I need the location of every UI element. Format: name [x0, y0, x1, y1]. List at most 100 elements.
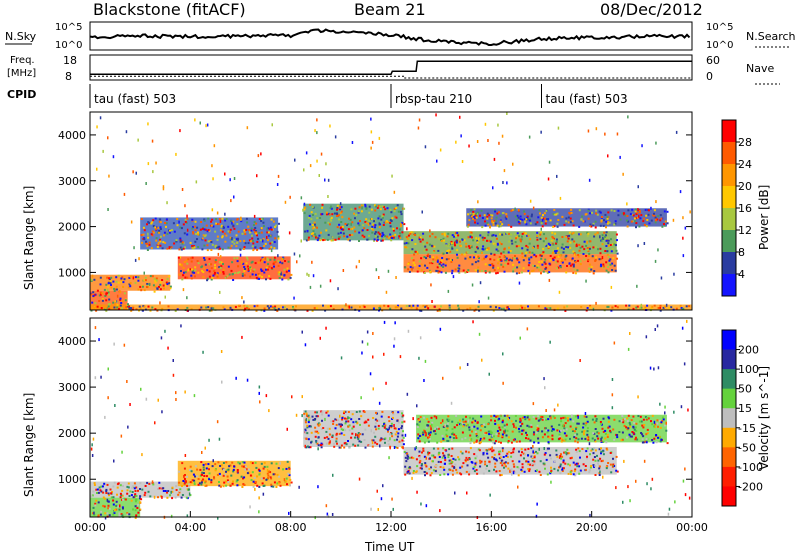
scatter-cell: [156, 245, 159, 248]
scatter-cell: [558, 433, 561, 436]
scatter-cell: [284, 480, 287, 483]
scatter-cell: [684, 467, 686, 471]
scatter-cell: [449, 259, 452, 262]
scatter-cell: [483, 437, 486, 440]
scatter-cell: [432, 454, 435, 457]
scatter-cell: [316, 159, 318, 163]
scatter-cell: [657, 248, 659, 252]
scatter-cell: [595, 301, 597, 305]
scatter-cell: [142, 305, 145, 308]
scatter-cell: [545, 427, 547, 430]
scatter-cell: [451, 269, 454, 272]
scatter-cell: [573, 240, 576, 243]
scatter-cell: [118, 308, 120, 310]
scatter-cell: [448, 306, 451, 309]
scatter-cell: [634, 426, 637, 429]
scatter-cell: [431, 454, 434, 457]
scatter-cell: [497, 266, 499, 269]
scatter-cell: [574, 463, 577, 466]
scatter-cell: [460, 134, 462, 138]
colorbar-tick-label: -50: [738, 441, 756, 454]
scatter-cell: [314, 516, 316, 520]
scatter-cell: [522, 452, 525, 455]
scatter-cell: [387, 305, 390, 308]
scatter-cell: [454, 463, 457, 466]
scatter-cell: [588, 442, 591, 446]
scatter-cell: [506, 181, 508, 185]
scatter-cell: [685, 305, 688, 308]
scatter-cell: [179, 488, 182, 491]
scatter-cell: [537, 427, 540, 430]
scatter-cell: [220, 261, 223, 264]
scatter-cell: [499, 474, 502, 477]
scatter-cell: [167, 305, 170, 308]
scatter-cell: [509, 258, 512, 261]
scatter-cell: [290, 481, 293, 484]
scatter-cell: [547, 247, 550, 249]
scatter-cell: [540, 227, 542, 231]
scatter-cell: [495, 415, 498, 418]
scatter-cell: [311, 260, 313, 264]
scatter-cell: [210, 307, 213, 310]
scatter-cell: [350, 436, 353, 439]
scatter-cell: [387, 443, 390, 446]
scatter-cell: [186, 228, 189, 232]
scatter-cell: [266, 305, 269, 308]
scatter-cell: [666, 210, 669, 213]
scatter-cell: [132, 306, 135, 309]
scatter-cell: [479, 459, 481, 462]
scatter-cell: [154, 226, 157, 229]
scatter-cell: [119, 484, 122, 487]
scatter-cell: [219, 465, 222, 467]
scatter-cell: [437, 271, 440, 274]
scatter-cell: [428, 243, 431, 246]
noise-tick-low-left: 10^0: [55, 40, 82, 51]
scatter-cell: [563, 306, 566, 309]
scatter-cell: [472, 320, 474, 324]
scatter-cell: [469, 307, 472, 310]
scatter-cell: [656, 218, 659, 221]
scatter-cell: [168, 282, 171, 285]
scatter-cell: [552, 236, 555, 239]
scatter-cell: [526, 416, 529, 419]
scatter-cell: [420, 309, 423, 312]
scatter-cell: [392, 413, 395, 416]
scatter-cell: [549, 259, 552, 262]
scatter-cell: [659, 304, 662, 307]
scatter-cell: [560, 420, 563, 423]
scatter-cell: [405, 460, 408, 463]
scatter-cell: [605, 447, 608, 450]
scatter-cell: [308, 273, 310, 277]
scatter-cell: [331, 213, 334, 216]
scatter-cell: [474, 221, 476, 224]
scatter-cell: [632, 307, 635, 310]
scatter-cell: [199, 468, 202, 471]
scatter-cell: [161, 410, 163, 414]
scatter-cell: [635, 306, 638, 309]
scatter-cell: [221, 235, 224, 238]
scatter-cell: [186, 296, 188, 300]
scatter-cell: [629, 435, 632, 438]
scatter-cell: [210, 220, 213, 223]
scatter-cell: [241, 296, 243, 300]
scatter-cell: [652, 214, 655, 217]
scatter-cell: [443, 232, 446, 235]
scatter-cell: [235, 245, 238, 248]
scatter-cell: [259, 239, 262, 242]
scatter-cell: [343, 446, 346, 449]
scatter-cell: [420, 467, 423, 470]
scatter-cell: [484, 220, 486, 223]
scatter-cell: [348, 446, 351, 449]
scatter-cell: [399, 355, 402, 359]
scatter-cell: [629, 332, 631, 335]
scatter-cell: [225, 461, 228, 464]
scatter-cell: [161, 307, 164, 310]
scatter-cell: [582, 431, 585, 434]
scatter-cell: [379, 305, 382, 308]
scatter-cell: [334, 135, 337, 139]
scatter-cell: [354, 217, 356, 220]
scatter-cell: [590, 268, 593, 271]
scatter-cell: [401, 231, 404, 234]
scatter-cell: [122, 498, 124, 501]
scatter-cell: [507, 262, 510, 265]
